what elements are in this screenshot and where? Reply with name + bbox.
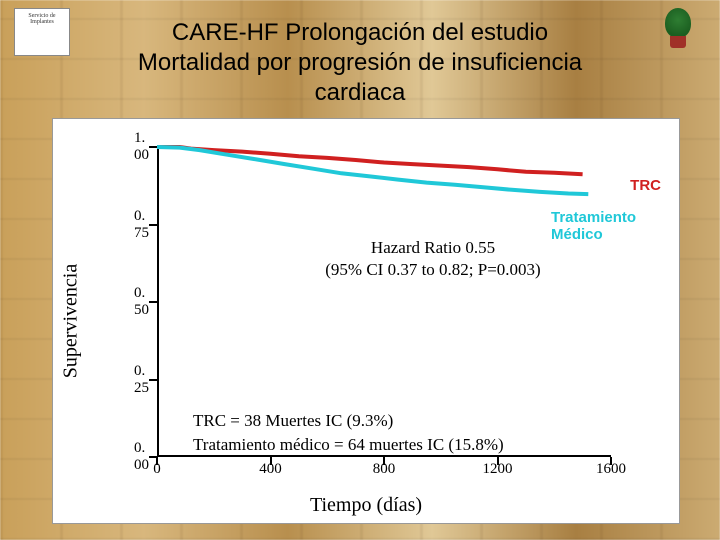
slide-title: CARE-HF Prolongación del estudio Mortali… [0, 18, 720, 108]
hazard-ratio-text: Hazard Ratio 0.55 (95% CI 0.37 to 0.82; … [303, 237, 563, 281]
title-line-1: CARE-HF Prolongación del estudio [0, 18, 720, 48]
hazard-line-2: (95% CI 0.37 to 0.82; P=0.003) [303, 259, 563, 281]
hazard-line-1: Hazard Ratio 0.55 [303, 237, 563, 259]
y-tick [149, 379, 157, 381]
legend-med: Tratamiento Médico [551, 209, 661, 243]
title-line-3: cardiaca [0, 78, 720, 108]
chart-panel: Supervivencia Tiempo (días) 0. 00 0. 25 0.… [52, 118, 680, 524]
x-tick-label: 1600 [596, 461, 626, 478]
title-line-2: Mortalidad por progresión de insuficienc… [0, 48, 720, 78]
y-tick-label: 0. 25 [134, 363, 149, 397]
y-axis-title: Supervivencia [60, 264, 83, 378]
y-tick-label: 1. 00 [134, 130, 149, 164]
y-tick-label: 0. 00 [134, 440, 149, 474]
x-tick-label: 1200 [483, 461, 513, 478]
x-tick-label: 800 [373, 461, 396, 478]
x-axis-title: Tiempo (días) [310, 494, 422, 517]
x-tick-label: 0 [153, 461, 161, 478]
deaths-line-1: TRC = 38 Muertes IC (9.3%) [193, 409, 504, 433]
trc-curve [157, 147, 583, 174]
y-tick-label: 0. 75 [134, 208, 149, 242]
y-tick-label: 0. 50 [134, 285, 149, 319]
y-tick [149, 224, 157, 226]
x-tick-label: 400 [259, 461, 282, 478]
y-tick [149, 301, 157, 303]
y-tick [149, 146, 157, 148]
deaths-text: TRC = 38 Muertes IC (9.3%) Tratamiento m… [193, 409, 504, 457]
deaths-line-2: Tratamiento médico = 64 muertes IC (15.8… [193, 433, 504, 457]
legend-trc: TRC [630, 177, 661, 194]
